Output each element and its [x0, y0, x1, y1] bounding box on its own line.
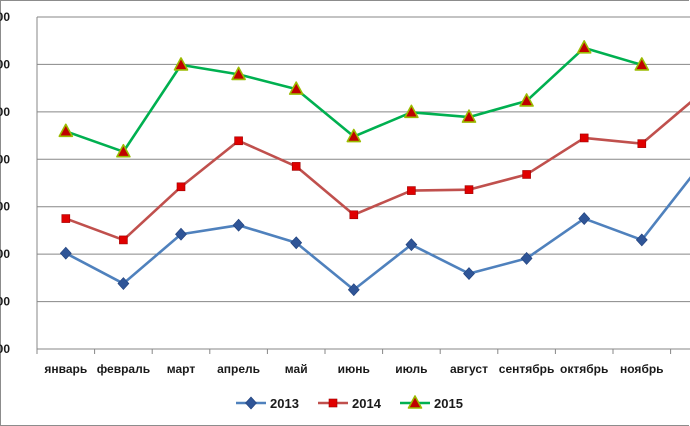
legend-label: 2014 — [352, 396, 382, 411]
legend-label: 2015 — [434, 396, 463, 411]
data-point — [119, 235, 128, 245]
data-point — [464, 185, 474, 194]
legend: 2013 2014 2015 — [236, 395, 463, 411]
series-2015 — [58, 40, 650, 158]
data-point — [404, 104, 419, 119]
data-point — [519, 93, 534, 107]
data-point — [346, 128, 362, 143]
legend-item-2015: 2015 — [400, 395, 463, 411]
x-tick-label: февраль — [97, 362, 150, 376]
series-line — [65, 176, 690, 292]
x-tick-label: июнь — [338, 362, 370, 376]
x-tick-labels: январь февраль март апрель май июнь июль август… — [44, 362, 664, 376]
axes — [36, 17, 690, 354]
series-2014 — [61, 101, 690, 245]
data-point — [349, 210, 359, 220]
y-tick-label: 00 — [0, 295, 10, 309]
data-point — [579, 133, 589, 143]
data-point — [59, 246, 72, 260]
y-tick-label: 00 — [0, 57, 10, 71]
data-point — [578, 212, 591, 226]
x-tick-label: январь — [44, 362, 87, 376]
legend-item-2014: 2014 — [318, 396, 382, 411]
data-point — [176, 182, 186, 192]
y-tick-label: 00 — [0, 342, 10, 356]
data-point — [634, 57, 650, 71]
data-point — [173, 57, 189, 71]
x-tick-label: октябрь — [560, 362, 608, 376]
data-point — [520, 251, 533, 265]
data-point — [461, 109, 477, 123]
data-point — [347, 283, 360, 297]
legend-label: 2013 — [270, 396, 299, 411]
data-point — [463, 267, 475, 281]
series-line — [65, 101, 690, 242]
data-point — [234, 136, 243, 146]
x-tick-label: ноябрь — [620, 362, 664, 376]
legend-marker — [407, 395, 423, 409]
data-point — [232, 218, 245, 232]
data-point — [291, 162, 301, 171]
y-tick-label: 00 — [0, 247, 10, 261]
y-tick-labels: 00 00 00 00 00 00 00 00 — [0, 10, 10, 356]
data-point — [61, 214, 71, 223]
data-point — [407, 186, 416, 195]
data-point — [58, 123, 74, 138]
data-point — [231, 66, 246, 81]
data-point — [116, 143, 131, 158]
legend-marker — [328, 398, 338, 408]
x-tick-label: апрель — [217, 362, 260, 376]
data-point — [576, 40, 592, 54]
data-point — [405, 238, 418, 252]
data-point — [117, 277, 130, 290]
x-tick-label: июль — [395, 362, 427, 376]
x-tick-label: март — [167, 362, 196, 376]
data-point — [637, 139, 647, 148]
x-tick-label: август — [450, 362, 488, 376]
data-point — [635, 233, 648, 247]
data-point — [288, 81, 304, 95]
x-tick-label: сентябрь — [499, 362, 555, 376]
data-point — [290, 236, 303, 250]
data-point — [522, 170, 531, 179]
x-tick-label: май — [285, 362, 308, 376]
y-tick-label: 00 — [0, 152, 10, 166]
series — [58, 40, 690, 297]
series-2013 — [59, 176, 690, 297]
y-tick-label: 00 — [0, 10, 10, 24]
legend-item-2013: 2013 — [236, 396, 299, 411]
gridlines — [37, 16, 690, 303]
data-point — [175, 227, 187, 241]
legend-marker — [245, 396, 257, 410]
y-tick-label: 00 — [0, 105, 10, 119]
y-tick-label: 00 — [0, 200, 10, 214]
